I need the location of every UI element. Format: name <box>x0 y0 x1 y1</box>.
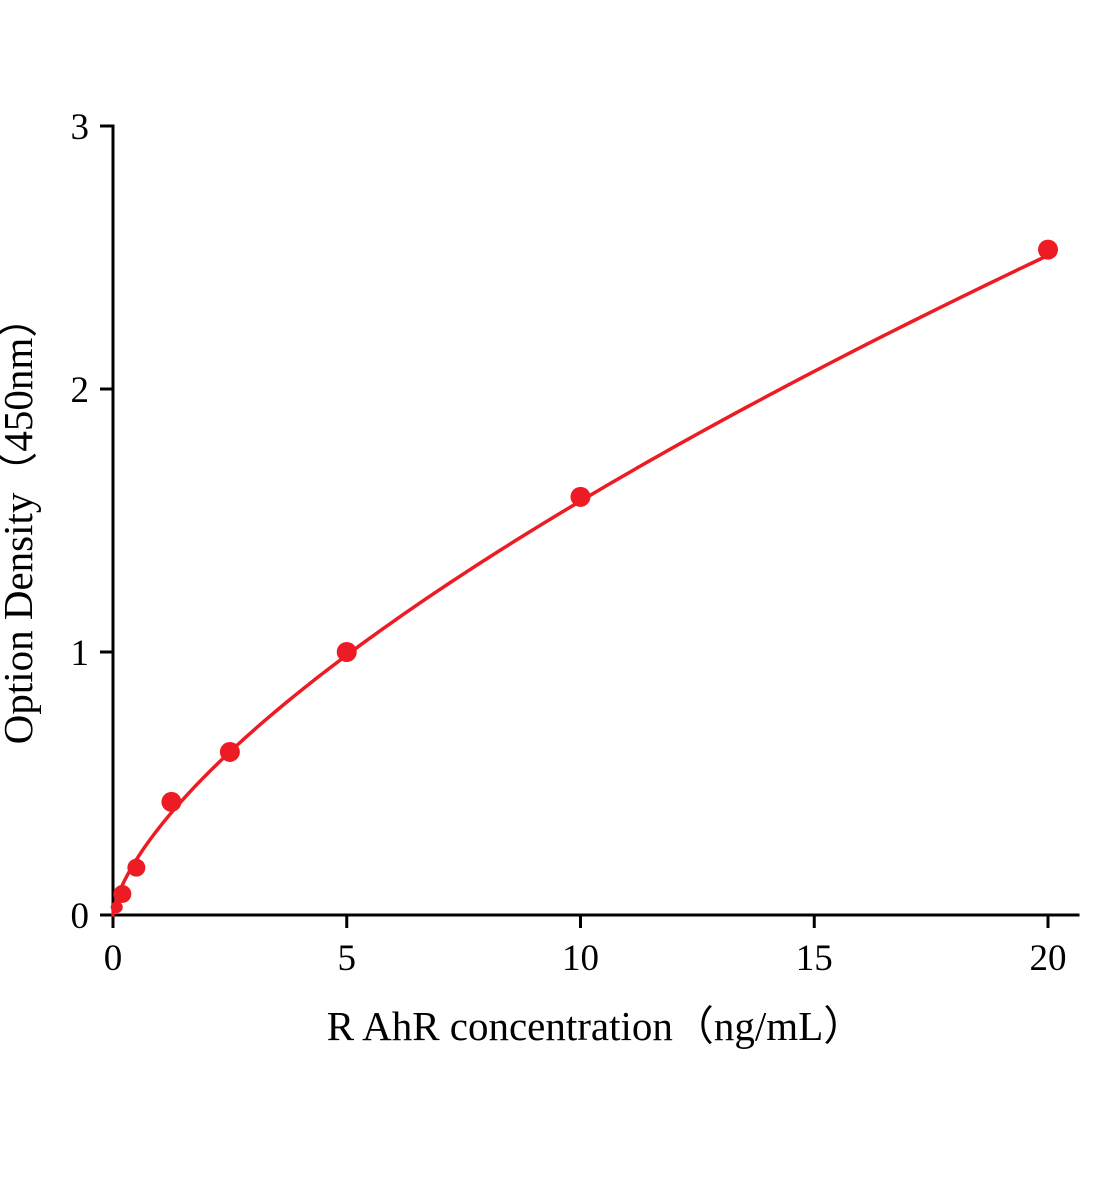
y-tick-label: 2 <box>71 370 90 411</box>
data-point-marker <box>1038 239 1058 260</box>
data-point-marker <box>336 642 357 662</box>
fit-curve <box>111 253 1050 917</box>
x-tick-label: 5 <box>338 938 357 979</box>
axes-lines <box>111 124 1080 917</box>
x-tick-label: 15 <box>796 938 833 979</box>
data-point-marker <box>110 901 123 914</box>
x-tick-label: 20 <box>1030 938 1067 979</box>
data-point-marker <box>219 741 240 762</box>
y-tick-label: 0 <box>71 896 90 937</box>
data-point-marker <box>161 791 182 812</box>
x-tick-label: 0 <box>104 938 123 979</box>
data-point-marker <box>570 486 591 507</box>
y-axis-label: Option Density（450nm） <box>0 297 41 745</box>
data-point-marker <box>127 858 146 877</box>
x-axis-label: R AhR concentration（ng/mL） <box>327 1003 864 1049</box>
y-tick-label: 3 <box>71 107 90 148</box>
data-point-marker <box>113 884 132 903</box>
x-tick-label: 10 <box>562 938 599 979</box>
y-tick-label: 1 <box>71 633 90 674</box>
